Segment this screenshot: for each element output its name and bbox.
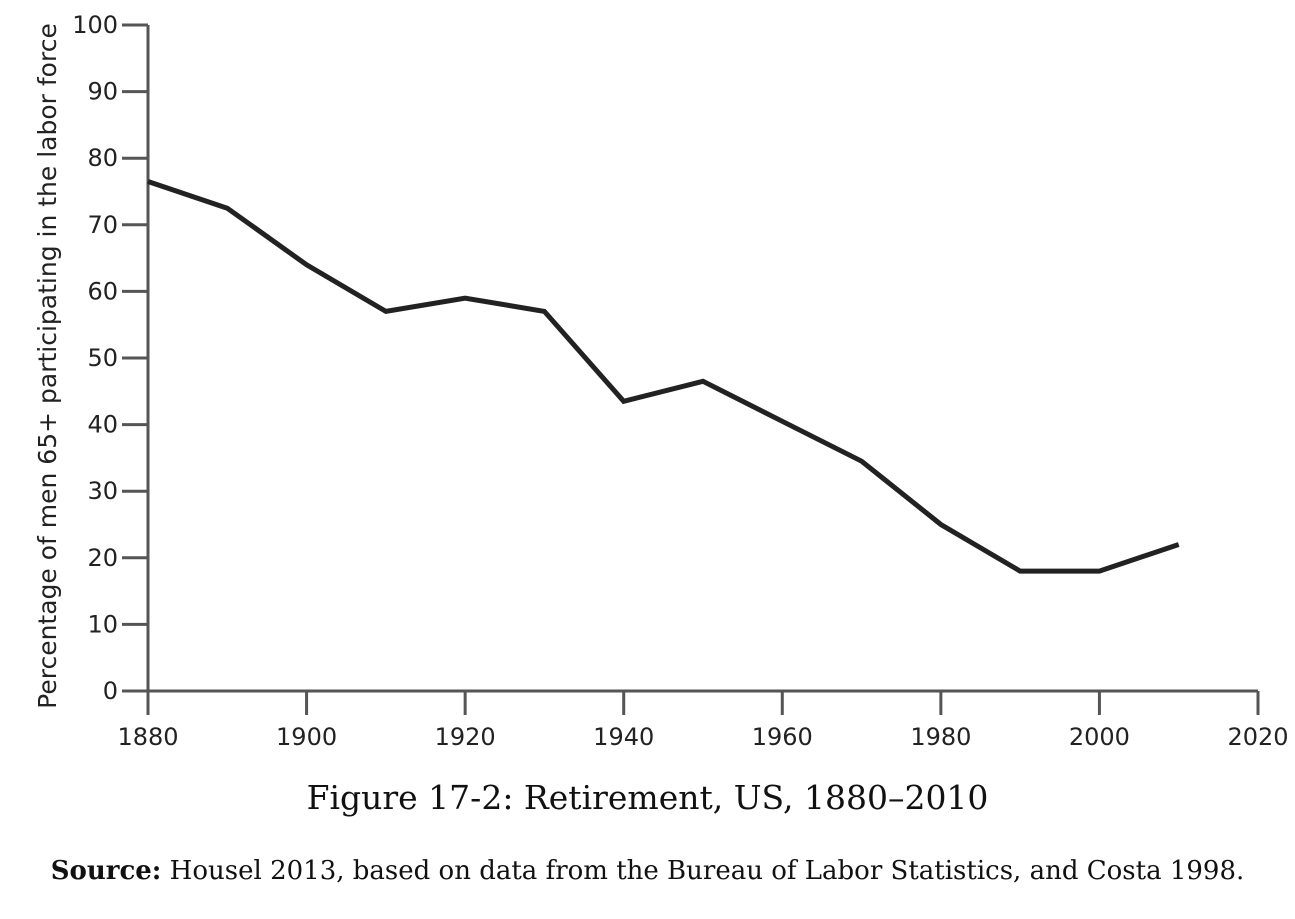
x-tick-label: 1980 (910, 723, 971, 751)
y-tick-label: 70 (87, 211, 118, 239)
y-tick-label: 0 (103, 677, 118, 705)
x-tick-label: 1960 (752, 723, 813, 751)
y-tick-label: 50 (87, 344, 118, 372)
x-tick-label: 1940 (593, 723, 654, 751)
x-tick-label: 1920 (435, 723, 496, 751)
axes: 0 10 20 30 40 50 60 70 80 90 100 1880 1900 1920 1940 19… (72, 11, 1288, 751)
y-tick-label: 30 (87, 477, 118, 505)
x-tick-label: 2020 (1227, 723, 1288, 751)
source-text: Housel 2013, based on data from the Bure… (161, 856, 1245, 886)
x-tick-label: 2000 (1069, 723, 1130, 751)
y-tick-label: 90 (87, 78, 118, 106)
y-tick-label: 60 (87, 277, 118, 305)
y-axis-label: Percentage of men 65+ participating in t… (33, 23, 62, 709)
y-tick-label: 20 (87, 544, 118, 572)
source-note: Source: Housel 2013, based on data from … (0, 856, 1295, 886)
x-tick-label: 1900 (276, 723, 337, 751)
series-group (147, 179, 1180, 574)
y-tick-label: 10 (87, 610, 118, 638)
y-tick-label: 100 (72, 11, 118, 39)
y-tick-label: 80 (87, 144, 118, 172)
figure-caption: Figure 17-2: Retirement, US, 1880–2010 (306, 778, 989, 817)
source-label: Source: (50, 856, 162, 886)
series-line (147, 179, 1180, 574)
y-tick-label: 40 (87, 411, 118, 439)
x-tick-label: 1880 (117, 723, 178, 751)
